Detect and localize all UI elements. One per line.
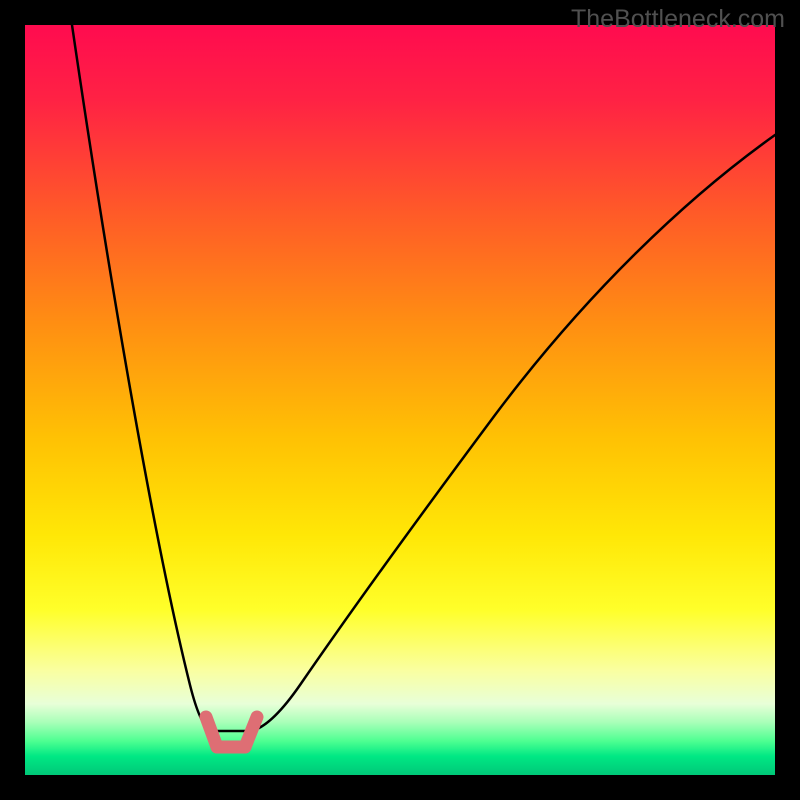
chart-plot-area [25, 25, 775, 775]
chart-svg [25, 25, 775, 775]
chart-background [25, 25, 775, 775]
watermark-text: TheBottleneck.com [571, 5, 785, 34]
